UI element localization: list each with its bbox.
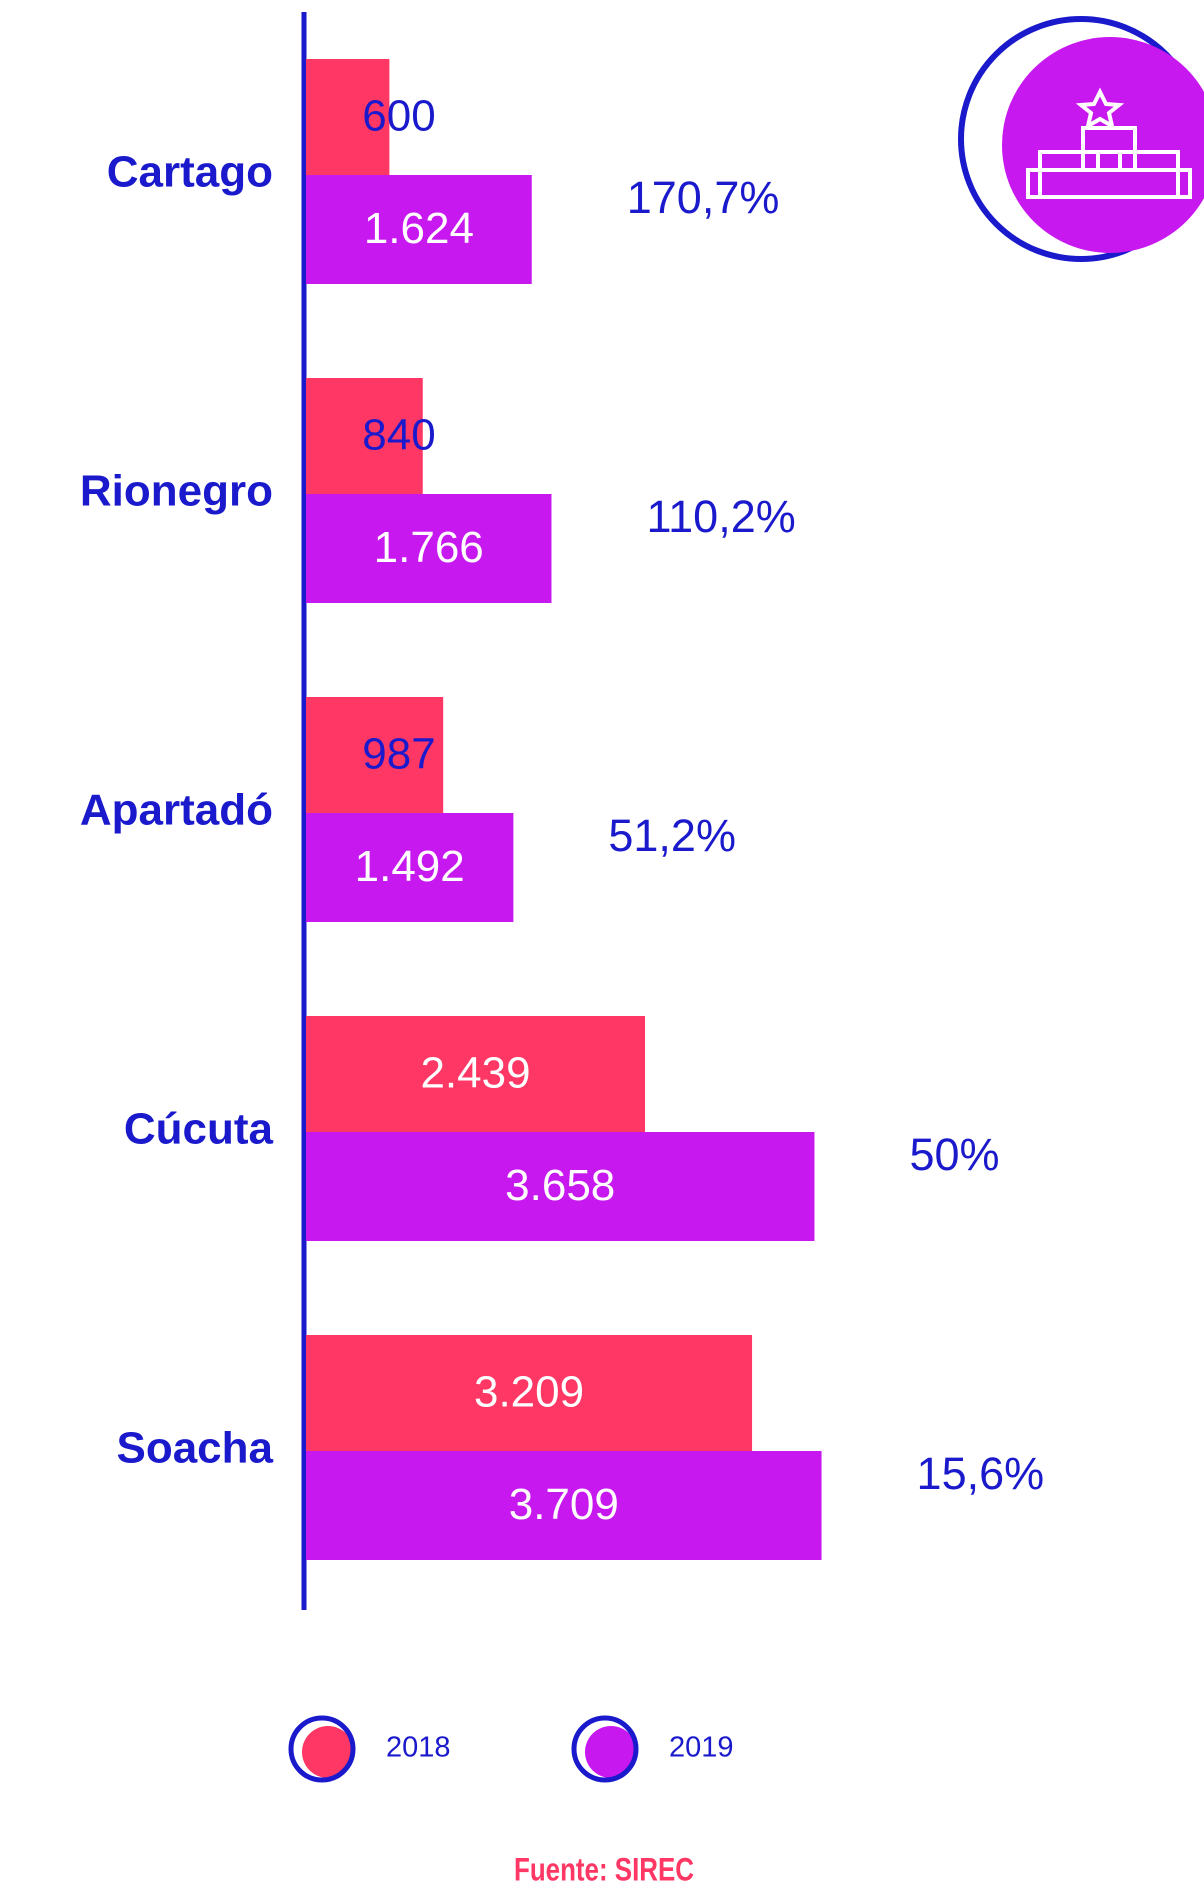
value-label: 3.658 bbox=[505, 1161, 615, 1210]
value-label: 3.209 bbox=[474, 1368, 584, 1417]
value-label: 600 bbox=[362, 92, 435, 141]
change-label: 51,2% bbox=[608, 810, 736, 861]
legend-swatch bbox=[302, 1726, 354, 1778]
bar bbox=[306, 378, 423, 494]
legend-label: 2019 bbox=[669, 1732, 734, 1764]
category-label: Rionegro bbox=[80, 467, 273, 516]
value-label: 840 bbox=[362, 411, 435, 460]
value-label: 1.492 bbox=[355, 842, 465, 891]
value-label: 1.624 bbox=[364, 204, 474, 253]
bar bbox=[306, 1335, 753, 1451]
bar bbox=[306, 1451, 822, 1560]
legend-ring bbox=[288, 1715, 356, 1783]
value-label: 987 bbox=[362, 730, 435, 779]
source: Fuente: SIREC bbox=[514, 1851, 694, 1887]
bar bbox=[306, 813, 514, 922]
legend-label: 2018 bbox=[386, 1732, 451, 1764]
legend-swatch bbox=[585, 1726, 637, 1778]
bar bbox=[306, 1016, 646, 1132]
change-label: 170,7% bbox=[627, 172, 780, 223]
value-label: 2.439 bbox=[420, 1049, 530, 1098]
legend-ring bbox=[571, 1715, 639, 1783]
change-label: 50% bbox=[909, 1129, 999, 1180]
category-label: Cúcuta bbox=[124, 1105, 274, 1154]
change-label: 15,6% bbox=[917, 1448, 1045, 1499]
bar bbox=[306, 697, 444, 813]
bar bbox=[306, 1132, 815, 1241]
value-label: 1.766 bbox=[374, 523, 484, 572]
bar bbox=[306, 59, 390, 175]
icon bbox=[958, 16, 1204, 262]
change-label: 110,2% bbox=[646, 491, 795, 542]
bar bbox=[306, 494, 552, 603]
bar bbox=[306, 175, 532, 284]
category-label: Apartadó bbox=[80, 786, 273, 835]
value-label: 3.709 bbox=[509, 1480, 619, 1529]
category-label: Cartago bbox=[107, 148, 273, 197]
category-label: Soacha bbox=[116, 1424, 273, 1473]
